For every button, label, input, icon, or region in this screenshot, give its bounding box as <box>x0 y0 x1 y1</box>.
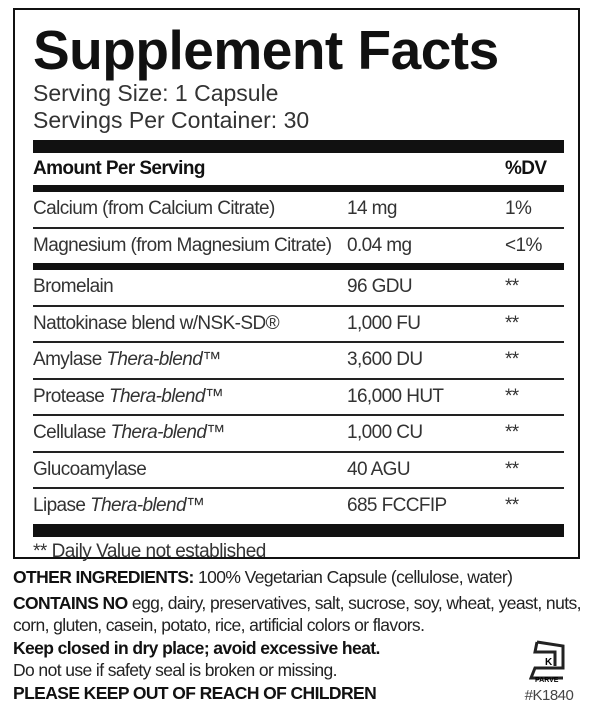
other-ingredients-label: OTHER INGREDIENTS: <box>13 567 194 587</box>
nutrient-name: Cellulase Thera-blend™ <box>33 422 225 444</box>
nutrient-name: Bromelain <box>33 276 114 298</box>
label-text: OTHER INGREDIENTS: 100% Vegetarian Capsu… <box>13 566 593 704</box>
nutrient-row: Protease Thera-blend™ 16,000 HUT ** <box>33 380 564 415</box>
nutrient-amount: 14 mg <box>347 198 397 220</box>
nutrient-row: Calcium (from Calcium Citrate) 14 mg 1% <box>33 192 564 227</box>
divider <box>33 185 564 192</box>
dv-header: %DV <box>505 158 547 179</box>
nutrient-name: Nattokinase blend w/NSK-SD® <box>33 312 280 334</box>
nutrient-row: Cellulase Thera-blend™ 1,000 CU ** <box>33 416 564 451</box>
children-warning: PLEASE KEEP OUT OF REACH OF CHILDREN <box>13 682 377 703</box>
divider <box>33 377 564 380</box>
nutrient-dv: ** <box>505 458 519 480</box>
contains-no: CONTAINS NO egg, dairy, preservatives, s… <box>13 592 593 637</box>
footnote: ** Daily Value not established <box>33 540 266 562</box>
divider <box>33 487 564 489</box>
kosher-parve-logo: K PARVE #K1840 <box>524 640 574 704</box>
divider <box>33 304 564 307</box>
other-ingredients-text: 100% Vegetarian Capsule (cellulose, wate… <box>198 567 513 587</box>
divider <box>33 263 564 270</box>
nutrient-dv: ** <box>505 495 519 517</box>
nutrient-dv: 1% <box>505 198 532 220</box>
nutrient-amount: 40 AGU <box>347 458 411 480</box>
divider <box>33 140 564 153</box>
divider <box>33 414 564 416</box>
supplement-facts-panel: Supplement Facts Serving Size: 1 Capsule… <box>13 8 580 562</box>
nutrient-dv: ** <box>505 276 519 298</box>
svg-text:PARVE: PARVE <box>535 677 559 682</box>
divider <box>33 523 564 537</box>
panel-title: Supplement Facts <box>33 19 499 81</box>
nutrient-amount: 16,000 HUT <box>347 385 444 407</box>
nutrient-amount: 1,000 CU <box>347 422 423 444</box>
servings-per-container: Servings Per Container: 30 <box>33 107 310 133</box>
nutrient-amount: 0.04 mg <box>347 234 412 256</box>
nutrient-row: Lipase Thera-blend™ 685 FCCFIP ** <box>33 489 564 524</box>
nutrient-row: Magnesium (from Magnesium Citrate) 0.04 m… <box>33 229 564 264</box>
kosher-id: #K1840 <box>524 687 574 704</box>
nutrient-amount: 96 GDU <box>347 276 413 298</box>
contains-no-label: CONTAINS NO <box>13 592 128 613</box>
kosher-icon: K PARVE <box>528 640 565 684</box>
nutrient-name: Lipase Thera-blend™ <box>33 495 205 517</box>
nutrient-dv: ** <box>505 422 519 444</box>
nutrient-name: Glucoamylase <box>33 458 147 480</box>
nutrient-name: Magnesium (from Magnesium Citrate) <box>33 234 332 256</box>
nutrient-dv: ** <box>505 349 519 371</box>
nutrient-name: Calcium (from Calcium Citrate) <box>33 198 275 220</box>
nutrient-dv: ** <box>505 385 519 407</box>
storage-warning: Keep closed in dry place; avoid excessiv… <box>13 637 380 658</box>
nutrient-dv: <1% <box>505 234 542 256</box>
contains-no-text: egg, dairy, preservatives, salt, sucrose… <box>13 592 581 636</box>
nutrient-name: Amylase Thera-blend™ <box>33 349 221 371</box>
nutrient-amount: 3,600 DU <box>347 349 423 371</box>
nutrient-amount: 685 FCCFIP <box>347 495 447 517</box>
seal-warning: Do not use if safety seal is broken or m… <box>13 660 338 680</box>
divider <box>33 341 564 343</box>
table-header: Amount Per Serving %DV <box>33 153 564 185</box>
serving-size: Serving Size: 1 Capsule <box>33 80 279 106</box>
nutrient-name: Protease Thera-blend™ <box>33 385 224 407</box>
amount-header: Amount Per Serving <box>33 158 205 179</box>
nutrient-row: Nattokinase blend w/NSK-SD® 1,000 FU ** <box>33 307 564 342</box>
other-ingredients: OTHER INGREDIENTS: 100% Vegetarian Capsu… <box>13 566 593 589</box>
nutrient-amount: 1,000 FU <box>347 312 421 334</box>
nutrient-row: Bromelain 96 GDU ** <box>33 270 564 305</box>
divider <box>33 226 564 229</box>
svg-text:K: K <box>545 657 553 668</box>
nutrient-row: Amylase Thera-blend™ 3,600 DU ** <box>33 343 564 378</box>
divider <box>33 450 564 453</box>
nutrient-dv: ** <box>505 312 519 334</box>
nutrient-row: Glucoamylase 40 AGU ** <box>33 453 564 488</box>
